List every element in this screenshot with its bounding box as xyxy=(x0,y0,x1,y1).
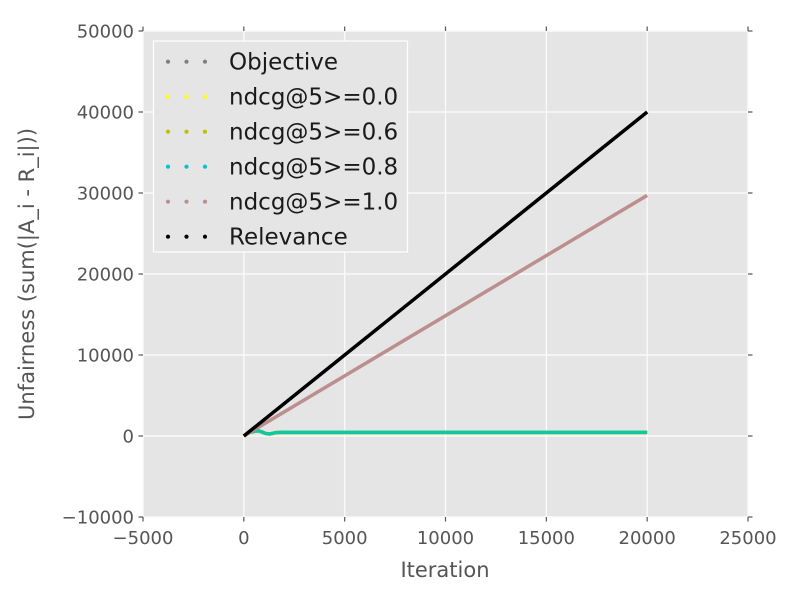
series-line-relevance xyxy=(242,110,649,438)
legend-marker-dot xyxy=(184,234,189,239)
legend-marker-dot xyxy=(202,199,208,204)
legend-item-label: ndcg@5>=0.8 xyxy=(229,155,398,181)
y-tick-label: 10000 xyxy=(77,346,134,367)
legend-marker-dot xyxy=(165,94,171,99)
legend-marker-dot xyxy=(184,199,189,204)
legend-item-label: ndcg@5>=1.0 xyxy=(229,190,398,216)
x-tick-label: −5000 xyxy=(113,528,174,549)
legend-item: Objective xyxy=(165,50,338,76)
legend-item-label: Objective xyxy=(229,50,338,76)
legend-marker-dot xyxy=(202,234,208,239)
y-tick-label: 30000 xyxy=(77,184,134,205)
x-tick-label: 10000 xyxy=(417,528,474,549)
legend-marker-dot xyxy=(202,94,208,99)
legend-marker-dot xyxy=(165,199,171,204)
legend-item: Relevance xyxy=(165,225,348,251)
legend-marker-dot xyxy=(165,59,171,64)
legend-marker-dot xyxy=(184,164,189,169)
legend-marker-dot xyxy=(165,164,171,169)
legend-marker-dot xyxy=(165,129,171,134)
legend-box xyxy=(152,40,409,253)
y-tick-label: 20000 xyxy=(77,265,134,286)
legend-marker-dot xyxy=(202,164,208,169)
legend-item: ndcg@5>=0.0 xyxy=(165,85,398,111)
x-axis-label: Iteration xyxy=(400,558,489,582)
legend-item-label: ndcg@5>=0.0 xyxy=(229,85,398,111)
legend-item: ndcg@5>=0.6 xyxy=(165,120,398,146)
x-tick-label: 25000 xyxy=(719,528,776,549)
legend-marker-dot xyxy=(165,234,171,239)
x-tick-label: 5000 xyxy=(322,528,368,549)
legend-item: ndcg@5>=1.0 xyxy=(165,190,398,216)
x-tick-label: 0 xyxy=(238,528,249,549)
legend-marker-dot xyxy=(184,59,189,64)
legend-marker-dot xyxy=(202,59,208,64)
legend-marker-dot xyxy=(184,129,189,134)
legend-item: ndcg@5>=0.8 xyxy=(165,155,398,181)
x-tick-label: 15000 xyxy=(518,528,575,549)
legend-marker-dot xyxy=(184,94,189,99)
y-tick-label: 40000 xyxy=(77,103,134,124)
x-tick-label: 20000 xyxy=(619,528,676,549)
legend-item-label: ndcg@5>=0.6 xyxy=(229,120,398,146)
y-tick-label: 0 xyxy=(123,427,134,448)
y-tick-label: 50000 xyxy=(77,22,134,43)
y-axis-label: Unfairness (sum(|A_i - R_i|)) xyxy=(15,128,40,420)
series-line-ndcg-5-1-0 xyxy=(242,193,649,438)
legend-marker-dot xyxy=(202,129,208,134)
legend-item-label: Relevance xyxy=(229,225,348,251)
y-tick-label: −10000 xyxy=(62,508,134,529)
